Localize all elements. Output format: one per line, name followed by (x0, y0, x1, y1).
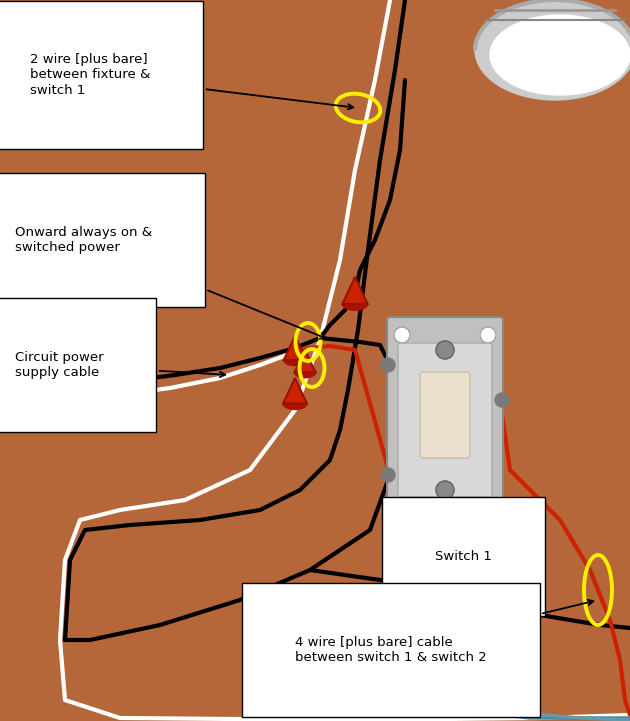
Ellipse shape (98, 401, 123, 413)
Circle shape (381, 468, 395, 482)
Text: Circuit power
supply cable: Circuit power supply cable (15, 351, 225, 379)
Circle shape (381, 358, 395, 372)
Text: Onward always on &
switched power: Onward always on & switched power (15, 226, 326, 339)
Circle shape (394, 327, 410, 343)
FancyBboxPatch shape (420, 372, 470, 458)
Circle shape (436, 481, 454, 499)
Polygon shape (283, 378, 307, 404)
Circle shape (394, 497, 410, 513)
Polygon shape (284, 336, 306, 360)
Circle shape (480, 327, 496, 343)
Polygon shape (342, 277, 367, 304)
Ellipse shape (284, 355, 306, 366)
Text: Switch 1: Switch 1 (435, 550, 492, 563)
Circle shape (436, 341, 454, 359)
Circle shape (480, 497, 496, 513)
FancyBboxPatch shape (387, 317, 503, 523)
Ellipse shape (283, 397, 307, 410)
Circle shape (495, 393, 509, 407)
Text: 2 wire [plus bare]
between fixture &
switch 1: 2 wire [plus bare] between fixture & swi… (30, 53, 353, 110)
Ellipse shape (342, 298, 367, 310)
Ellipse shape (294, 367, 316, 378)
Polygon shape (98, 380, 123, 407)
Ellipse shape (475, 0, 630, 100)
Circle shape (405, 500, 425, 520)
Ellipse shape (490, 15, 630, 95)
Text: 4 wire [plus bare] cable
between switch 1 & switch 2: 4 wire [plus bare] cable between switch … (295, 600, 593, 664)
FancyBboxPatch shape (398, 343, 492, 497)
Polygon shape (294, 350, 316, 373)
Circle shape (465, 500, 485, 520)
